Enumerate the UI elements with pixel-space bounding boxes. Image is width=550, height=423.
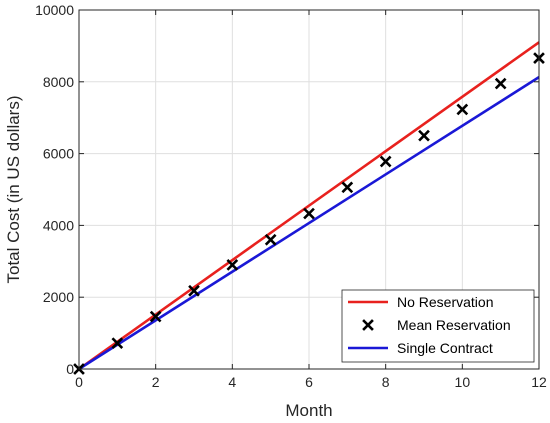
data-point-mean-reservation: [341, 181, 354, 194]
y-tick-label: 4000: [43, 217, 74, 233]
legend: No Reservation Mean Reservation Single Con…: [341, 289, 535, 363]
data-point-mean-reservation: [149, 310, 162, 323]
x-tick-label: 6: [305, 374, 313, 390]
x-axis-label: Month: [285, 401, 332, 420]
data-point-mean-reservation: [494, 77, 507, 90]
marker-stroke: [188, 284, 200, 297]
ticks: 0 2 4 6 8 10 12 0 2000 4000 6000 8000 10000: [35, 2, 547, 390]
series-layer: [73, 41, 545, 375]
y-axis-label: Total Cost (in US dollars): [4, 95, 23, 283]
marker-stroke: [226, 259, 239, 271]
y-tick-label: 8000: [43, 74, 74, 90]
legend-swatch-mean-reservation: [362, 319, 374, 331]
marker-stroke: [341, 181, 354, 194]
legend-label: Mean Reservation: [397, 317, 511, 333]
x-tick-label: 10: [455, 374, 471, 390]
x-tick-label: 12: [531, 374, 547, 390]
data-point-mean-reservation: [303, 207, 315, 220]
data-point-mean-reservation: [111, 337, 124, 349]
series-line-single-contract: [78, 76, 540, 371]
data-point-mean-reservation: [418, 129, 430, 142]
marker-stroke: [418, 129, 430, 142]
data-point-mean-reservation: [456, 103, 469, 116]
y-tick-label: 0: [66, 361, 74, 377]
y-tick-label: 10000: [35, 2, 74, 18]
legend-label: Single Contract: [397, 340, 493, 356]
legend-label: No Reservation: [397, 294, 494, 310]
marker-stroke: [264, 233, 277, 246]
data-point-mean-reservation: [226, 259, 239, 271]
x-tick-label: 2: [152, 374, 160, 390]
marker-stroke: [362, 319, 374, 331]
y-tick-label: 2000: [43, 289, 74, 305]
x-tick-label: 0: [75, 374, 83, 390]
series-line-no-reservation: [78, 41, 540, 371]
y-tick-label: 6000: [43, 146, 74, 162]
marker-stroke: [379, 155, 392, 168]
x-tick-label: 4: [228, 374, 236, 390]
marker-stroke: [494, 77, 507, 90]
marker-stroke: [111, 337, 124, 349]
marker-stroke: [149, 310, 162, 323]
data-point-mean-reservation: [188, 284, 200, 297]
marker-stroke: [456, 103, 469, 116]
data-point-mean-reservation: [264, 233, 277, 246]
data-point-mean-reservation: [379, 155, 392, 168]
x-tick-label: 8: [382, 374, 390, 390]
marker-stroke: [303, 207, 315, 220]
